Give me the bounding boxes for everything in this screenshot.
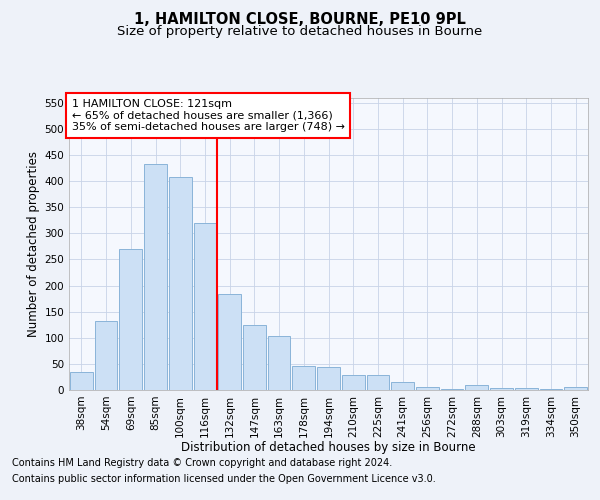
Bar (466, 386, 488, 390)
Bar (194, 223, 216, 390)
Bar (539, 389, 562, 390)
Bar (169, 178, 191, 390)
Bar (367, 376, 389, 390)
Bar (391, 382, 414, 390)
Bar (515, 388, 538, 390)
Y-axis label: Number of detached properties: Number of detached properties (27, 151, 40, 337)
Bar (119, 249, 142, 390)
Text: 1 HAMILTON CLOSE: 121sqm
← 65% of detached houses are smaller (1,366)
35% of sem: 1 HAMILTON CLOSE: 121sqm ← 65% of detach… (71, 99, 344, 132)
Bar (218, 294, 241, 390)
Bar (292, 366, 315, 390)
Bar (564, 387, 587, 390)
Bar (416, 387, 439, 390)
Text: Contains public sector information licensed under the Open Government Licence v3: Contains public sector information licen… (12, 474, 436, 484)
Bar (95, 320, 118, 390)
Bar (268, 336, 290, 390)
Bar (70, 372, 93, 390)
Text: 1, HAMILTON CLOSE, BOURNE, PE10 9PL: 1, HAMILTON CLOSE, BOURNE, PE10 9PL (134, 12, 466, 28)
X-axis label: Distribution of detached houses by size in Bourne: Distribution of detached houses by size … (181, 441, 476, 454)
Bar (342, 376, 365, 390)
Text: Size of property relative to detached houses in Bourne: Size of property relative to detached ho… (118, 25, 482, 38)
Bar (243, 324, 266, 390)
Bar (317, 367, 340, 390)
Bar (490, 388, 513, 390)
Bar (144, 164, 167, 390)
Text: Contains HM Land Registry data © Crown copyright and database right 2024.: Contains HM Land Registry data © Crown c… (12, 458, 392, 468)
